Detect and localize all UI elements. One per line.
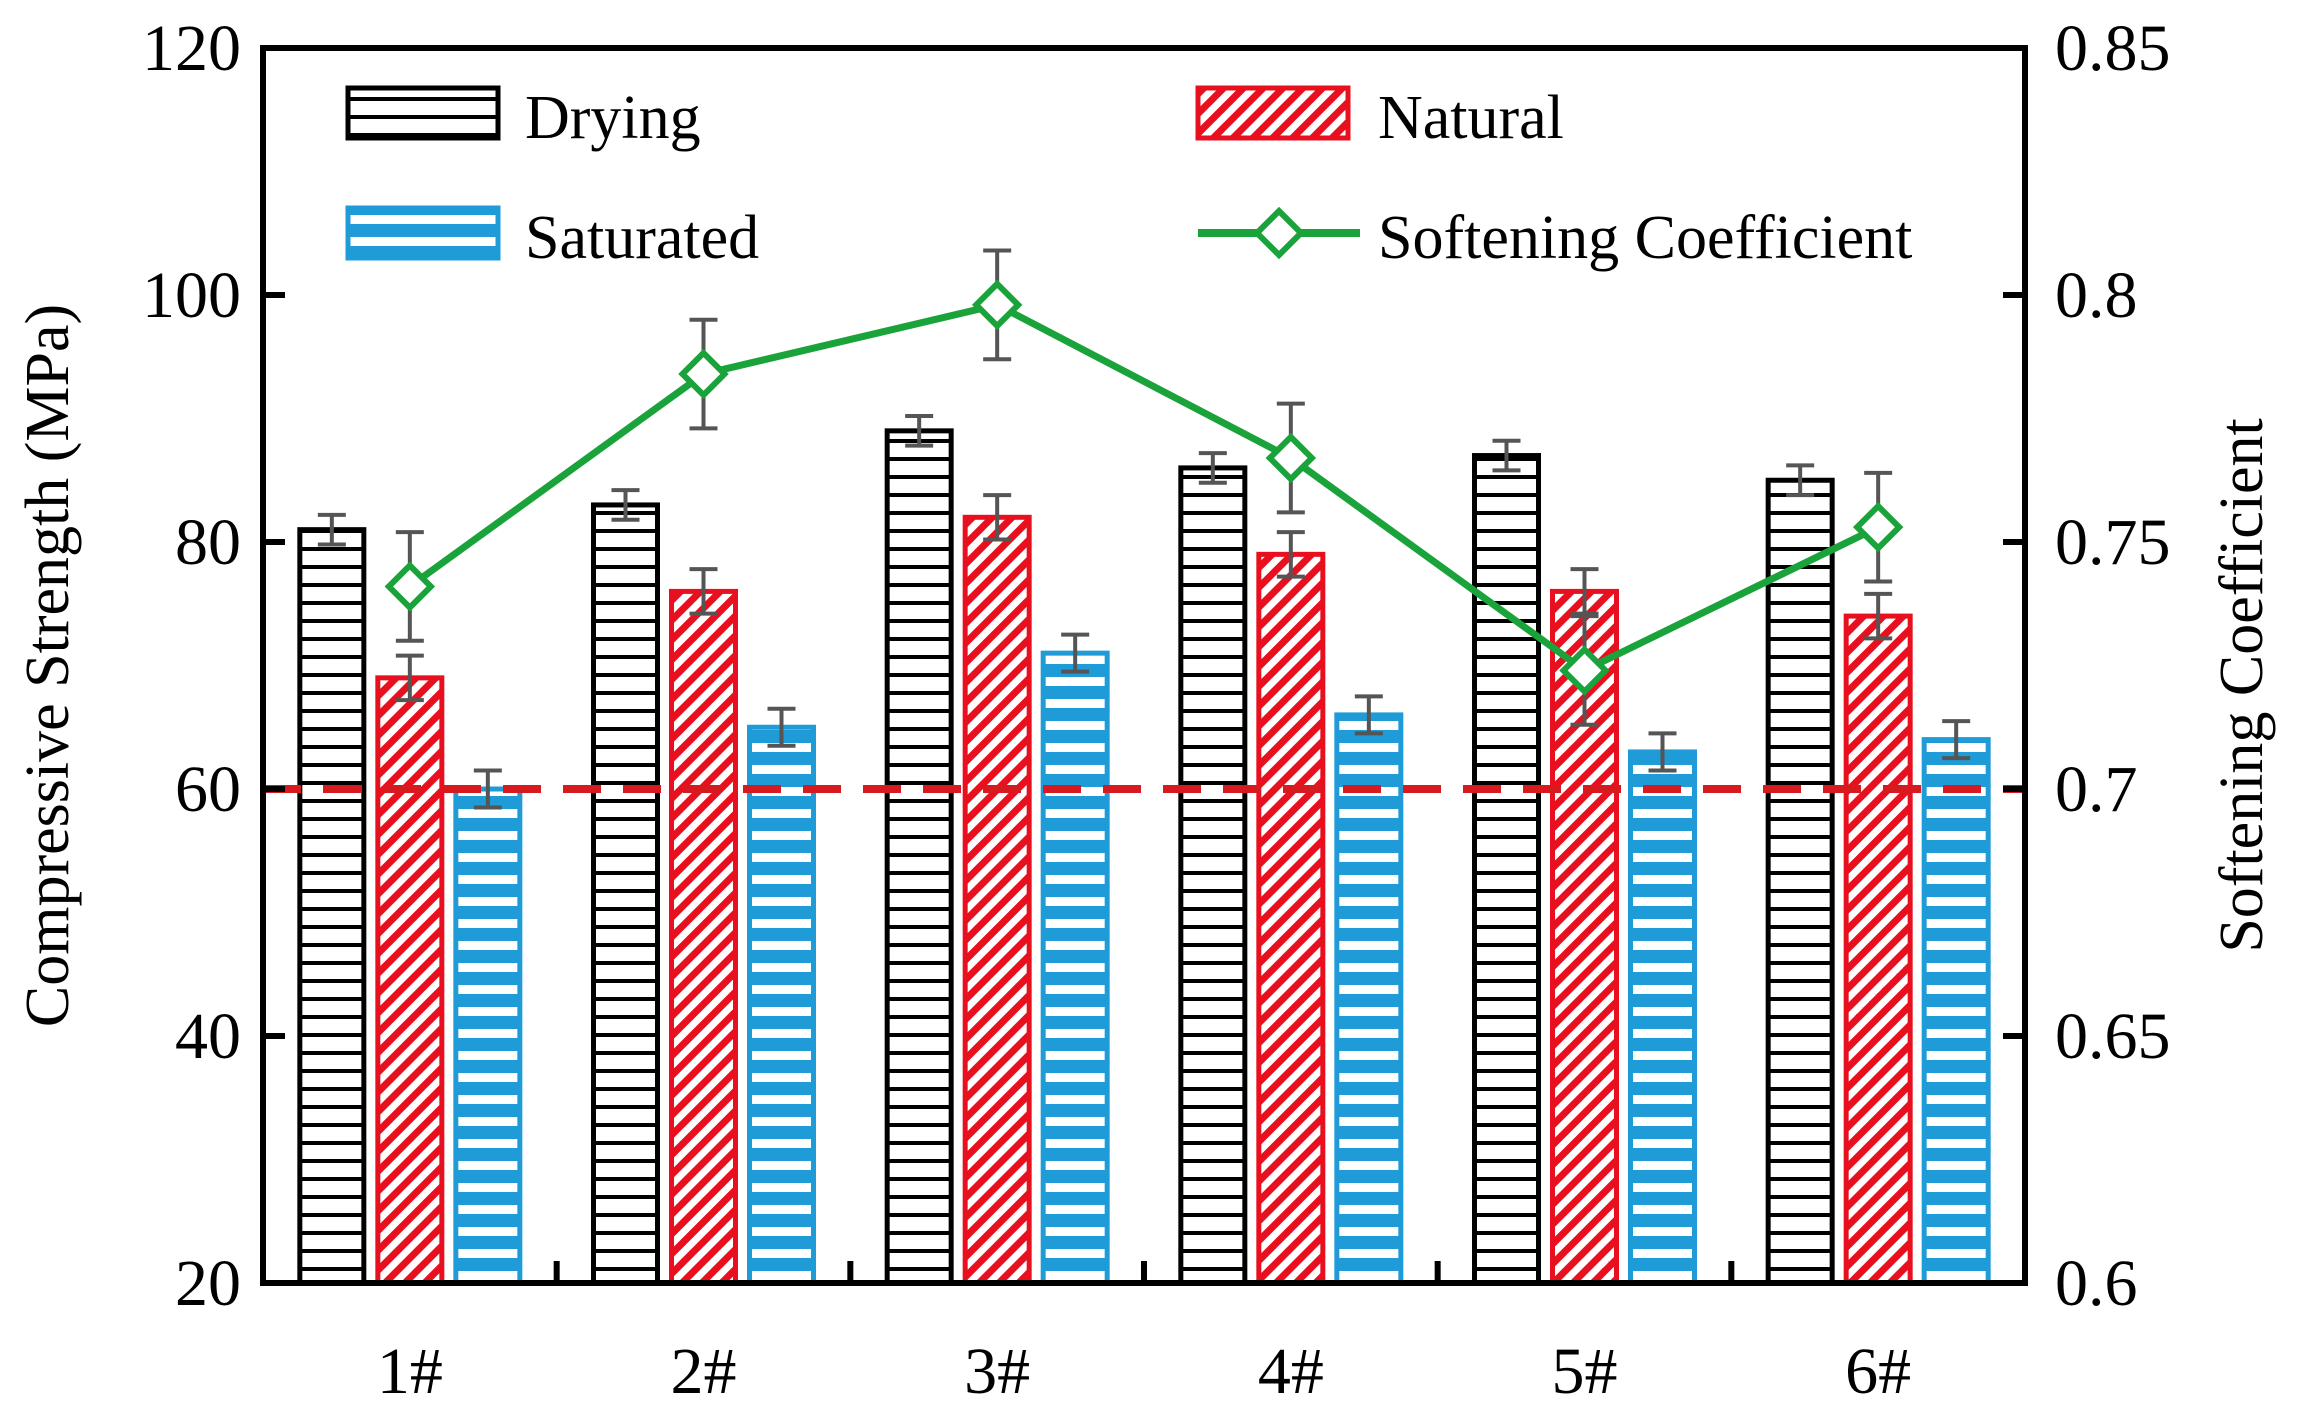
x-tick-label-3: 3# [964, 1335, 1030, 1408]
bar-drying-2 [591, 502, 660, 1286]
left-tick-label-40: 40 [175, 1000, 241, 1073]
error-bar-natural-2 [689, 567, 718, 616]
legend-item-drying: Drying [345, 84, 701, 152]
legend-swatch-natural [1195, 85, 1351, 141]
error-bar-saturated-6 [1942, 719, 1971, 761]
bar-saturated-4 [1334, 712, 1404, 1286]
error-bar-drying-5 [1492, 438, 1521, 473]
error-bar-drying-1 [317, 512, 346, 547]
error-bar-natural-1 [395, 653, 424, 703]
error-bar-saturated-4 [1354, 694, 1383, 736]
error-bar-saturated-3 [1061, 632, 1090, 674]
error-bar-natural-6 [1864, 591, 1893, 641]
bar-drying-1 [297, 527, 367, 1286]
bar-natural-6 [1843, 613, 1913, 1286]
error-bar-natural-5 [1570, 567, 1599, 616]
legend-label-natural: Natural [1378, 84, 1564, 152]
bar-natural-1 [375, 675, 445, 1286]
x-tick-label-6: 6# [1845, 1335, 1911, 1408]
right-tick-label-0.7: 0.7 [2055, 753, 2138, 826]
legend-swatch-drying [345, 85, 501, 141]
softening-marker-6 [1852, 501, 1904, 553]
legend-diamond-icon [1252, 206, 1306, 260]
legend: Drying Natural Saturated Softening Coeff… [345, 84, 1912, 272]
y2-axis-title: Softening Coefficient [2208, 418, 2276, 952]
right-tick-label-0.65: 0.65 [2055, 1000, 2171, 1073]
right-tick-label-0.75: 0.75 [2055, 506, 2171, 579]
error-bar-drying-3 [905, 414, 934, 448]
softening-marker-4 [1265, 432, 1317, 484]
legend-swatch-saturated [345, 205, 501, 261]
bar-natural-4 [1256, 551, 1326, 1286]
left-tick-label-20: 20 [175, 1247, 241, 1320]
left-tick-label-80: 80 [175, 506, 241, 579]
left-tick-label-60: 60 [175, 753, 241, 826]
error-bar-drying-2 [611, 488, 640, 522]
y-axis-title: Compressive Strength (MPa) [14, 304, 82, 1027]
error-bar-natural-3 [983, 493, 1012, 542]
x-tick-label-4: 4# [1258, 1335, 1324, 1408]
error-bar-saturated-5 [1648, 731, 1677, 773]
right-tick-label-0.85: 0.85 [2055, 12, 2171, 85]
x-tick-label-5: 5# [1552, 1335, 1618, 1408]
bar-saturated-2 [747, 724, 816, 1286]
bar-saturated-5 [1628, 749, 1697, 1286]
error-bar-drying-4 [1198, 451, 1227, 485]
legend-item-natural: Natural [1195, 84, 1564, 152]
legend-item-softening: Softening Coefficient [1198, 204, 1912, 272]
left-tick-label-100: 100 [142, 259, 241, 332]
legend-label-drying: Drying [525, 84, 701, 152]
softening-marker-1 [384, 561, 436, 612]
bar-drying-3 [884, 428, 954, 1286]
bar-saturated-6 [1921, 737, 1991, 1286]
legend-item-saturated: Saturated [345, 204, 759, 272]
legend-label-saturated: Saturated [525, 204, 759, 272]
bar-natural-2 [669, 588, 738, 1286]
error-bar-saturated-1 [473, 768, 502, 810]
softening-coefficient-line [407, 301, 1880, 675]
bar-drying-4 [1178, 465, 1248, 1286]
softening-marker-3 [971, 279, 1023, 331]
softening-marker-2 [678, 348, 729, 400]
right-tick-label-0.8: 0.8 [2055, 259, 2138, 332]
bar-drying-6 [1765, 477, 1835, 1286]
error-bar-saturated-2 [767, 706, 796, 748]
legend-label-softening: Softening Coefficient [1378, 204, 1912, 272]
x-tick-label-2: 2# [671, 1335, 737, 1408]
left-tick-label-120: 120 [142, 12, 241, 85]
error-bar-drying-6 [1786, 463, 1815, 498]
right-tick-label-0.6: 0.6 [2055, 1247, 2138, 1320]
bar-saturated-1 [453, 786, 523, 1286]
bar-saturated-3 [1040, 650, 1110, 1286]
bar-natural-3 [962, 514, 1032, 1286]
x-tick-label-1: 1# [377, 1335, 443, 1408]
softening-marker-5 [1559, 645, 1610, 696]
error-bar-natural-4 [1276, 530, 1305, 579]
bar-drying-5 [1472, 453, 1541, 1286]
